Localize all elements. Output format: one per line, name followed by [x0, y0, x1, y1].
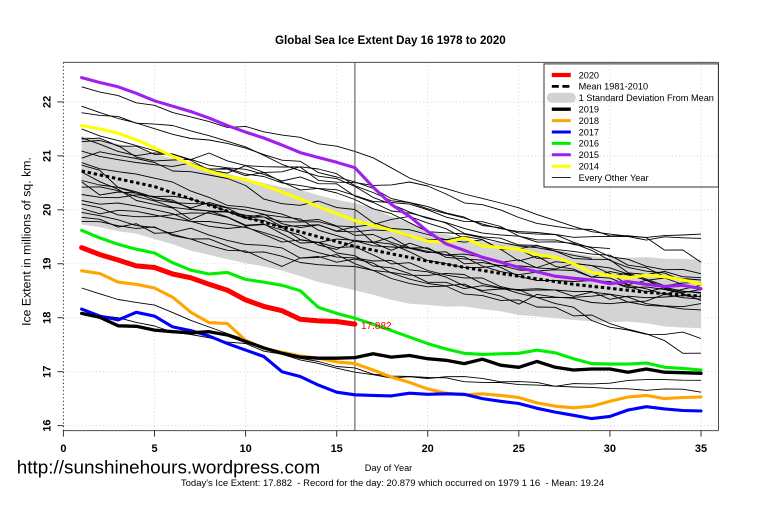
svg-text:http://sunshinehours.wordpress: http://sunshinehours.wordpress.com: [17, 458, 320, 479]
svg-text:Every Other Year: Every Other Year: [579, 173, 649, 183]
svg-text:Mean 1981-2010: Mean 1981-2010: [579, 82, 648, 92]
svg-text:25: 25: [513, 443, 525, 455]
svg-text:19: 19: [42, 258, 54, 270]
svg-text:2016: 2016: [579, 139, 599, 149]
svg-text:16: 16: [42, 419, 54, 431]
svg-text:1 Standard Deviation From Mean: 1 Standard Deviation From Mean: [579, 93, 714, 103]
svg-text:Ice Extent in millions of sq.: Ice Extent in millions of sq. km.: [20, 157, 34, 326]
svg-text:21: 21: [42, 150, 54, 162]
svg-text:17: 17: [42, 366, 54, 378]
svg-text:2017: 2017: [579, 127, 599, 137]
svg-text:Today's Ice Extent: 17.882 -: Today's Ice Extent: 17.882 - Record for …: [181, 478, 604, 489]
svg-text:20: 20: [422, 443, 434, 455]
svg-text:35: 35: [695, 443, 707, 455]
svg-text:2015: 2015: [579, 150, 599, 160]
svg-text:22: 22: [42, 96, 54, 108]
svg-text:10: 10: [239, 443, 251, 455]
svg-text:17.882: 17.882: [361, 321, 392, 332]
svg-text:15: 15: [331, 443, 343, 455]
svg-text:20: 20: [42, 204, 54, 216]
svg-text:Global Sea Ice Extent Day 16 1: Global Sea Ice Extent Day 16 1978 to 202…: [275, 34, 506, 47]
svg-text:Day of Year: Day of Year: [365, 463, 413, 473]
svg-text:0: 0: [60, 443, 66, 455]
svg-text:18: 18: [42, 312, 54, 324]
svg-text:2019: 2019: [579, 105, 599, 115]
svg-text:2020: 2020: [579, 70, 599, 80]
svg-text:2018: 2018: [579, 116, 599, 126]
svg-text:5: 5: [151, 443, 157, 455]
svg-text:2014: 2014: [579, 162, 599, 172]
svg-text:30: 30: [604, 443, 616, 455]
